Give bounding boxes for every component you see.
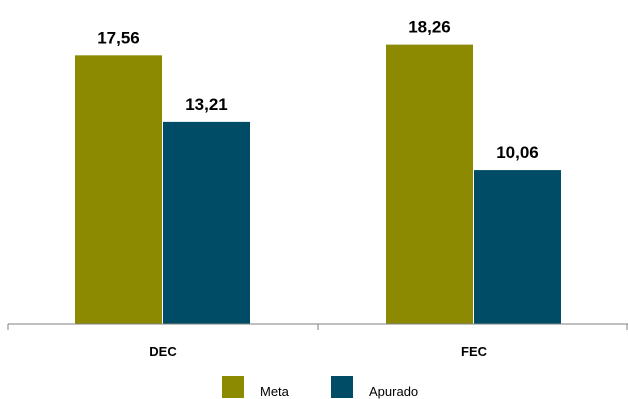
legend-label-apurado: Apurado [369, 384, 418, 399]
bar-fec-apurado [474, 170, 561, 324]
value-label-dec-apurado: 13,21 [185, 95, 228, 114]
bar-fec-meta [386, 44, 473, 324]
value-label-fec-apurado: 10,06 [496, 143, 539, 162]
bar-dec-apurado [163, 121, 250, 325]
category-label-dec: DEC [149, 344, 177, 359]
legend: Meta Apurado [222, 376, 418, 399]
bars-group [75, 44, 561, 325]
bar-dec-meta [75, 55, 162, 324]
legend-swatch-apurado [331, 376, 353, 398]
value-label-dec-meta: 17,56 [97, 28, 140, 47]
category-labels-group: DEC FEC [149, 344, 487, 359]
legend-swatch-meta [222, 376, 244, 398]
category-label-fec: FEC [461, 344, 488, 359]
value-labels-group: 17,56 13,21 18,26 10,06 [97, 18, 539, 162]
legend-label-meta: Meta [260, 384, 290, 399]
value-label-fec-meta: 18,26 [408, 18, 451, 37]
